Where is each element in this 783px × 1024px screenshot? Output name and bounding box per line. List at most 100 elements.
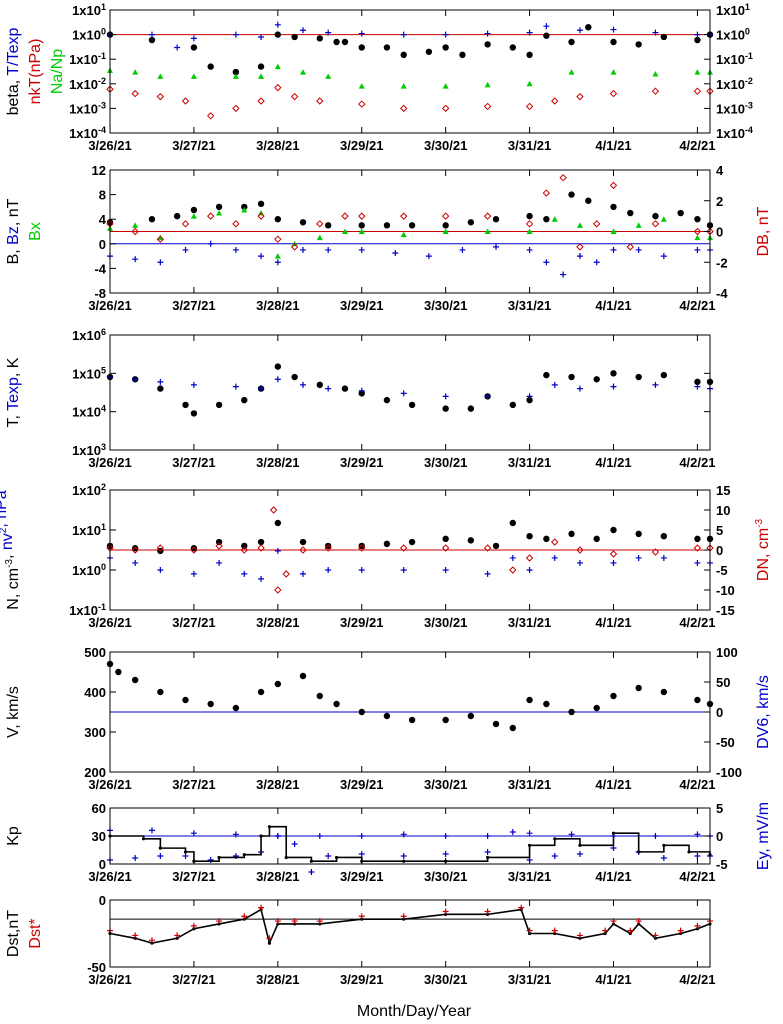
- data-point-Dst-8: [267, 941, 272, 945]
- y-axis-label-left: Kp: [5, 826, 22, 846]
- data-point-DB-11: [358, 212, 366, 220]
- data-point-nkt-3: [181, 97, 190, 105]
- y-axis-label-left-2: Bx: [27, 222, 44, 241]
- data-point-T-14: [408, 401, 416, 409]
- data-point-B-15: [492, 216, 500, 223]
- y-tick-label-right-0: -4: [716, 286, 728, 301]
- x-tick-label-0: 3/26/21: [88, 777, 131, 792]
- data-point-DV6-15: [509, 829, 516, 835]
- data-point-B-3: [190, 206, 198, 214]
- data-point-DB-16: [542, 189, 551, 197]
- data-point-Dst*-15: [484, 908, 491, 915]
- data-point-V-8: [274, 680, 282, 688]
- data-point-Bx-2: [157, 234, 164, 241]
- y-tick-label-right-5: 10: [716, 503, 730, 518]
- data-point-Dst*-11: [316, 918, 323, 925]
- data-point-Dst*-3: [174, 932, 181, 939]
- x-tick-label-6: 4/1/21: [595, 972, 631, 987]
- data-point-V-7: [257, 688, 265, 696]
- x-tick-label-6: 4/1/21: [595, 615, 631, 630]
- data-point-N-8: [299, 538, 307, 546]
- y-tick-label-right-4: 1x100: [716, 27, 750, 43]
- panel-p1: 3/26/21 3/27/21 3/28/21 3/29/21 3/30/21 3/31/…: [5, 2, 753, 153]
- data-point-Ey-1: [148, 827, 155, 834]
- x-tick-label-1: 3/27/21: [172, 615, 215, 630]
- data-point-N-11: [383, 540, 391, 548]
- x-tick-label-0: 3/26/21: [88, 615, 131, 630]
- data-point-nkt-14: [525, 102, 534, 111]
- x-tick-label-6: 4/1/21: [595, 298, 631, 313]
- data-point-Ey-13: [652, 833, 659, 839]
- data-point-nkt-8: [290, 92, 299, 101]
- data-point-T-15: [442, 405, 449, 412]
- data-point-T-16: [467, 405, 475, 412]
- data-point-Texp-12: [484, 393, 491, 400]
- data-point-Kp-5: [217, 855, 221, 860]
- x-tick-label-4: 3/30/21: [424, 777, 467, 792]
- x-tick-label-2: 3/28/21: [256, 615, 299, 630]
- y-tick-label-5: 12: [92, 163, 106, 178]
- data-point-ttexp-1: [148, 31, 155, 38]
- data-point-Ey-14: [694, 831, 701, 838]
- data-point-DB-5: [232, 220, 240, 228]
- data-point-beta-2: [190, 44, 198, 51]
- y-tick-label-right-1: 0: [716, 829, 723, 844]
- data-point-DB-20: [609, 181, 618, 190]
- x-tick-label-4: 3/30/21: [424, 138, 467, 153]
- data-point-Bz-15: [526, 246, 533, 253]
- data-point-nkt-4: [206, 112, 215, 120]
- data-point-nkt-17: [609, 89, 618, 98]
- x-tick-label-3: 3/29/21: [340, 869, 383, 884]
- data-point-T-3: [182, 401, 189, 409]
- data-point-T-11: [341, 385, 349, 392]
- data-point-B-17: [543, 216, 550, 223]
- data-point-beta-25: [660, 33, 668, 41]
- data-point-ttexp-17: [652, 29, 659, 36]
- data-point-Bx-7: [274, 253, 281, 259]
- x-tick-label-4: 3/30/21: [424, 298, 467, 313]
- data-point-nanp-10: [400, 83, 407, 89]
- data-point-V-19: [526, 696, 533, 704]
- y-tick-label-0: -8: [94, 286, 106, 301]
- data-point-DN-17: [525, 554, 534, 562]
- y-tick-label-right-1: -2: [716, 255, 728, 270]
- y-tick-label-right-3: 2: [716, 194, 723, 209]
- data-point-Kp-22: [687, 850, 691, 854]
- y-tick-label-3: 1x10-1: [69, 51, 106, 67]
- x-tick-label-1: 3/27/21: [172, 298, 215, 313]
- data-point-nv2-20: [660, 554, 667, 561]
- y-tick-label-right-0: 1x10-4: [716, 125, 753, 141]
- data-point-Kp-10: [309, 859, 313, 863]
- y-tick-label-right-2: 0: [716, 225, 723, 240]
- data-point-DB-13: [441, 212, 450, 220]
- data-point-ttexp-14: [543, 23, 550, 30]
- x-tick-label-5: 3/31/21: [508, 138, 551, 153]
- x-tick-label-7: 4/2/21: [679, 138, 715, 153]
- data-point-nkt-6: [257, 97, 265, 105]
- data-point-Dst*-24: [652, 932, 659, 939]
- data-point-nv2-17: [576, 559, 583, 566]
- data-point-Bx-5: [241, 206, 248, 213]
- y-tick-label-0: 1x10-1: [69, 602, 106, 618]
- data-point-V-3: [157, 688, 164, 696]
- data-point-DN-21: [651, 548, 660, 556]
- data-point-nv2-1: [132, 559, 139, 566]
- y-tick-label-right-6: 15: [716, 483, 730, 498]
- data-point-DV6-9: [308, 869, 315, 875]
- data-point-T-21: [568, 373, 575, 381]
- y-tick-label-1: 1x100: [72, 562, 106, 578]
- y-tick-label-right-2: 1x10-2: [716, 76, 753, 92]
- x-tick-label-2: 3/28/21: [256, 869, 299, 884]
- data-point-nanp-8: [325, 73, 332, 79]
- y-axis-label-left: V, km/s: [5, 686, 22, 738]
- data-point-Bx-20: [660, 216, 667, 222]
- data-point-Texp-15: [576, 385, 583, 392]
- x-tick-label-0: 3/26/21: [88, 138, 131, 153]
- data-point-nv2-5: [241, 570, 248, 577]
- data-point-V-6: [232, 704, 240, 712]
- data-point-Bx-12: [400, 231, 407, 238]
- y-tick-label-0: 200: [84, 765, 106, 780]
- data-point-beta-10: [341, 38, 349, 46]
- data-point-nkt-1: [131, 89, 139, 98]
